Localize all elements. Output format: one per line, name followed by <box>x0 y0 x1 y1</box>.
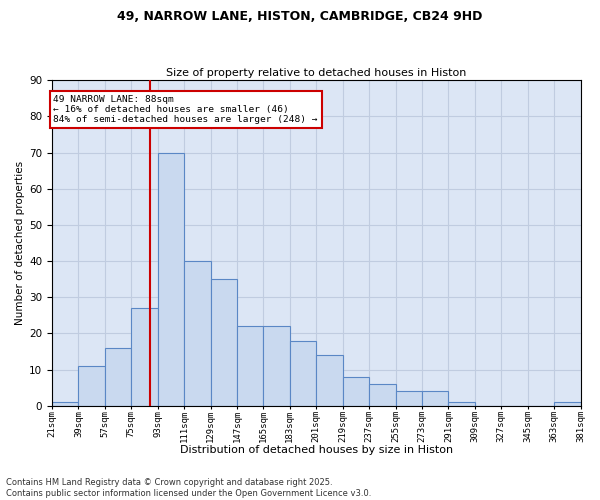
Bar <box>105 348 131 406</box>
Text: 49, NARROW LANE, HISTON, CAMBRIDGE, CB24 9HD: 49, NARROW LANE, HISTON, CAMBRIDGE, CB24… <box>118 10 482 23</box>
Bar <box>237 326 263 406</box>
Bar <box>290 340 316 406</box>
Bar <box>448 402 475 406</box>
Bar <box>369 384 395 406</box>
Bar <box>554 402 581 406</box>
Bar <box>211 279 237 406</box>
Bar <box>343 377 369 406</box>
Bar <box>52 402 79 406</box>
Bar <box>131 308 158 406</box>
X-axis label: Distribution of detached houses by size in Histon: Distribution of detached houses by size … <box>179 445 453 455</box>
Bar <box>79 366 105 406</box>
Bar <box>422 392 448 406</box>
Text: 49 NARROW LANE: 88sqm
← 16% of detached houses are smaller (46)
84% of semi-deta: 49 NARROW LANE: 88sqm ← 16% of detached … <box>53 94 318 124</box>
Bar <box>158 152 184 406</box>
Y-axis label: Number of detached properties: Number of detached properties <box>15 161 25 325</box>
Bar <box>316 355 343 406</box>
Bar <box>263 326 290 406</box>
Bar <box>395 392 422 406</box>
Title: Size of property relative to detached houses in Histon: Size of property relative to detached ho… <box>166 68 466 78</box>
Bar <box>184 261 211 406</box>
Text: Contains HM Land Registry data © Crown copyright and database right 2025.
Contai: Contains HM Land Registry data © Crown c… <box>6 478 371 498</box>
